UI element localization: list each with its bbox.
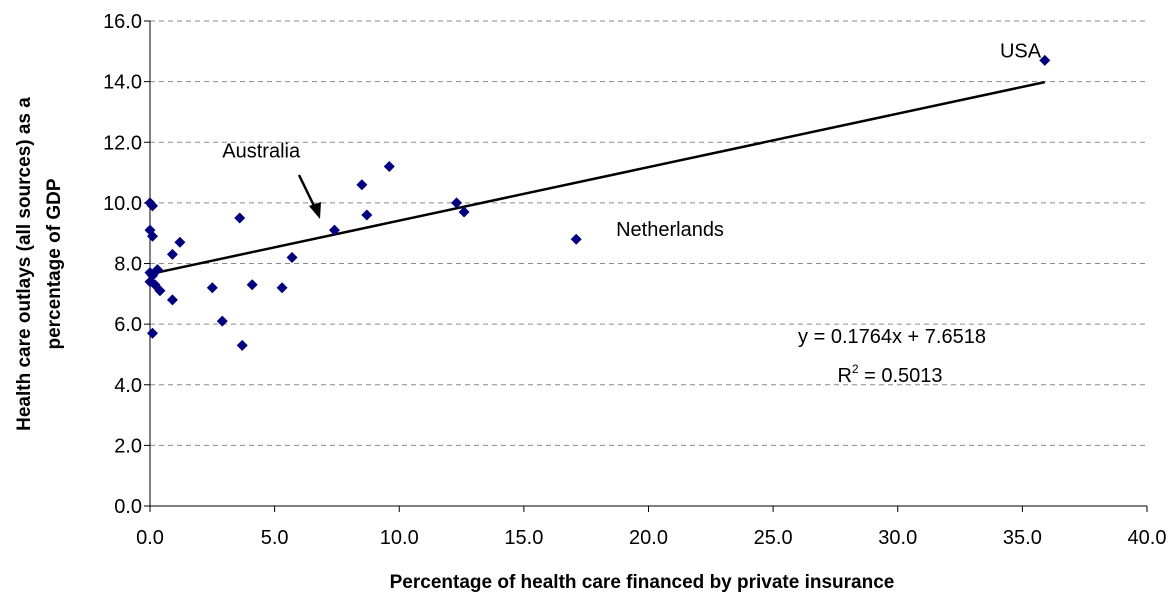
data-point — [166, 248, 178, 260]
y-tick-label: 2.0 — [114, 435, 142, 457]
data-point — [328, 224, 340, 236]
x-axis-label: Percentage of health care financed by pr… — [390, 572, 895, 593]
y-tick-labels: 0.0 2.0 4.0 6.0 8.0 10.0 12.0 14.0 16.0 — [103, 11, 142, 518]
data-point — [154, 285, 166, 297]
x-tick-label: 15.0 — [504, 527, 543, 549]
r-squared-value: = 0.5013 — [859, 365, 943, 387]
y-tick-label: 10.0 — [103, 193, 142, 215]
x-tick-label: 30.0 — [878, 527, 917, 549]
data-point — [361, 209, 373, 221]
x-tick-label: 0.0 — [136, 527, 164, 549]
data-point — [149, 279, 161, 291]
data-point — [276, 282, 288, 294]
data-point — [356, 179, 368, 191]
annotation-usa: USA — [1000, 40, 1042, 62]
australia-arrow-head — [309, 202, 321, 219]
y-tick-label: 4.0 — [114, 375, 142, 397]
y-tick-label: 16.0 — [103, 11, 142, 33]
x-tick-label: 40.0 — [1128, 527, 1167, 549]
regression-equation: y = 0.1764x + 7.6518 — [798, 326, 986, 348]
y-axis-label-line-1: Health care outlays (all sources) as a — [14, 97, 35, 431]
x-tick-label: 5.0 — [261, 527, 289, 549]
data-point — [151, 264, 163, 276]
data-point — [146, 230, 158, 242]
data-point — [234, 212, 246, 224]
x-tick-label: 35.0 — [1003, 527, 1042, 549]
annotations: USA Netherlands Australia — [222, 40, 1041, 241]
data-point — [146, 327, 158, 339]
data-point — [458, 206, 470, 218]
y-tick-label: 0.0 — [114, 496, 142, 518]
data-point — [166, 294, 178, 306]
x-tick-label: 10.0 — [380, 527, 419, 549]
data-point — [206, 282, 218, 294]
data-point — [383, 161, 395, 172]
axes — [144, 20, 1148, 512]
x-tick-label: 20.0 — [629, 527, 668, 549]
r-squared-superscript: 2 — [852, 362, 859, 376]
y-tick-label: 8.0 — [114, 254, 142, 276]
y-axis-label: Health care outlays (all sources) as a p… — [14, 97, 65, 431]
data-point — [451, 197, 463, 209]
data-point — [246, 279, 258, 291]
y-tick-label: 12.0 — [103, 132, 142, 154]
data-point — [146, 200, 158, 212]
data-point — [174, 236, 186, 248]
data-point — [286, 251, 298, 263]
x-tick-label: 25.0 — [754, 527, 793, 549]
data-point — [1039, 54, 1051, 66]
r-squared: R2 = 0.5013 — [837, 362, 942, 387]
annotation-australia: Australia — [222, 140, 301, 162]
annotation-netherlands: Netherlands — [616, 219, 724, 241]
data-point — [570, 233, 582, 245]
r-squared-symbol: R — [837, 365, 851, 387]
data-points — [144, 54, 1051, 351]
trendline — [149, 80, 1046, 276]
y-axis-label-line-2: percentage of GDP — [44, 178, 65, 349]
y-tick-label: 14.0 — [103, 72, 142, 94]
y-tick-label: 6.0 — [114, 314, 142, 336]
x-tick-labels: 0.0 5.0 10.0 15.0 20.0 25.0 30.0 35.0 40.0 — [136, 527, 1166, 549]
gridlines — [150, 20, 1147, 446]
data-point — [216, 315, 228, 327]
data-point — [236, 339, 248, 351]
